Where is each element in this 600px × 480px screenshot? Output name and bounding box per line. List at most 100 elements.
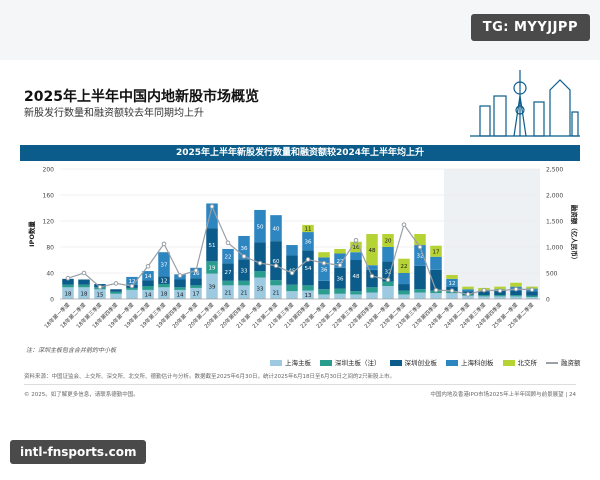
bar-segment <box>494 295 506 297</box>
bar-data-label: 15 <box>97 292 104 298</box>
y-tick-label: 160 <box>43 193 55 200</box>
fundraising-point <box>385 277 391 283</box>
bar-segment <box>382 286 394 299</box>
bar-data-label: 48 <box>353 274 360 280</box>
bar-segment <box>318 289 330 295</box>
bar-segment <box>62 278 74 285</box>
bar-segment <box>334 293 346 299</box>
fundraising-point <box>401 222 407 227</box>
fundraising-point <box>129 283 135 289</box>
bar-segment <box>110 293 122 299</box>
bar-segment <box>158 276 170 285</box>
bar-segment <box>366 265 378 270</box>
bar-segment <box>206 228 218 262</box>
bar-data-label: 14 <box>177 293 184 299</box>
bar-segment <box>446 278 458 287</box>
fundraising-point <box>321 260 327 266</box>
bar-segment <box>446 274 458 279</box>
bar-segment <box>78 279 90 285</box>
bar-segment <box>222 263 234 281</box>
bar-segment <box>238 285 250 299</box>
bar-segment <box>286 245 298 256</box>
y-axis-title: IPO数量 <box>27 221 36 247</box>
chart-card: 2025年上半年新股发行数量和融资额较2024年上半年均上升 0 40 80 120 1… <box>20 145 580 370</box>
bar-segment <box>398 284 410 291</box>
bar-segment <box>430 269 442 291</box>
bar-segment <box>174 289 186 299</box>
bar-data-label: 11 <box>305 227 312 233</box>
bar-segment <box>302 285 314 291</box>
bar-segment <box>142 286 154 290</box>
bar-segment <box>382 261 394 282</box>
bar-data-label: 60 <box>273 259 280 265</box>
bar-data-label: 50 <box>257 224 264 230</box>
bar-data-label: 16 <box>193 271 200 277</box>
bar-segment <box>430 293 442 299</box>
bar-segment <box>222 248 234 264</box>
footer-right: 中国内地及香港IPO市场2025年上半年回顾与前景展望 | 24 <box>430 392 576 398</box>
bar-segment <box>110 289 122 292</box>
legend-item-line: 融资额 <box>546 357 581 367</box>
bar-data-label: 12 <box>449 281 456 287</box>
y-tick-label: 120 <box>43 219 55 226</box>
bar-segment <box>510 295 522 297</box>
fundraising-point <box>225 240 231 246</box>
bar-data-label: 33 <box>257 286 264 292</box>
fundraising-line <box>67 204 533 295</box>
bar-segment <box>110 291 122 294</box>
bar-segment <box>78 284 90 288</box>
bar-data-label: 17 <box>433 249 440 255</box>
bar-segment <box>302 250 314 286</box>
bar-segment <box>334 267 346 289</box>
bar-data-label: 36 <box>337 276 344 282</box>
bar-segment <box>382 234 394 247</box>
bar-segment <box>238 280 250 286</box>
fundraising-point <box>433 287 439 293</box>
bar-data-label: 27 <box>225 270 232 276</box>
bar-data-label: 22 <box>225 254 232 260</box>
fundraising-point <box>289 270 295 276</box>
bar-segment <box>302 224 314 233</box>
fundraising-point <box>177 273 183 278</box>
fundraising-point <box>369 273 375 279</box>
fundraising-point <box>417 244 423 250</box>
bar-segment <box>414 265 426 290</box>
fundraising-point <box>257 260 263 266</box>
bar-segment <box>158 287 170 299</box>
bar-segment <box>254 209 266 243</box>
bar-segment <box>510 290 522 296</box>
fundraising-point <box>65 275 71 281</box>
legend-item-bse: 北交所 <box>502 357 537 367</box>
bar-segment <box>190 285 202 288</box>
bar-segment <box>366 234 378 266</box>
bar-segment <box>254 271 266 278</box>
fundraising-point <box>241 254 247 259</box>
bar-segment <box>206 203 218 229</box>
bar-data-label: 19 <box>209 266 216 272</box>
bar-data-label: 14 <box>145 293 152 299</box>
bar-data-label: 36 <box>241 246 248 252</box>
bar-segment <box>414 234 426 246</box>
bar-segment <box>318 257 330 281</box>
bar-segment <box>174 279 186 288</box>
fundraising-point <box>97 284 103 290</box>
fundraising-point <box>161 241 167 247</box>
bar-segment <box>478 296 490 299</box>
bar-segment <box>398 273 410 285</box>
page-subtitle: 新股发行数量和融资额较去年同期均上升 <box>24 108 204 119</box>
ipo-chart: 0 40 80 120 160 200 0 500 1,000 1,500 2,000 2,500 IP… <box>27 167 579 330</box>
y2-axis-title: 融资额（亿人民币） <box>570 205 579 264</box>
recent-period-shade <box>444 169 540 299</box>
legend-item-sh-main: 上海主板 <box>270 357 311 367</box>
bar-data-label: 20 <box>385 239 392 245</box>
bar-segment <box>430 256 442 270</box>
chart-legend: 上海主板 深圳主板（注） 深圳创业板 上海科创板 北交所 融资额 <box>270 357 581 367</box>
y2-tick-label: 500 <box>546 271 558 278</box>
source-text: 资料来源：中国证监会、上交所、深交所、北交所、德勤估计与分析。数据截至2025年… <box>24 374 395 380</box>
bar-data-label: 36 <box>321 267 328 273</box>
bar-segment <box>94 289 106 299</box>
bar-segment <box>270 280 282 286</box>
site-badge[interactable]: intl-fnsports.com <box>10 440 147 464</box>
fundraising-point <box>193 268 199 273</box>
y-tick-label: 0 <box>50 297 54 304</box>
